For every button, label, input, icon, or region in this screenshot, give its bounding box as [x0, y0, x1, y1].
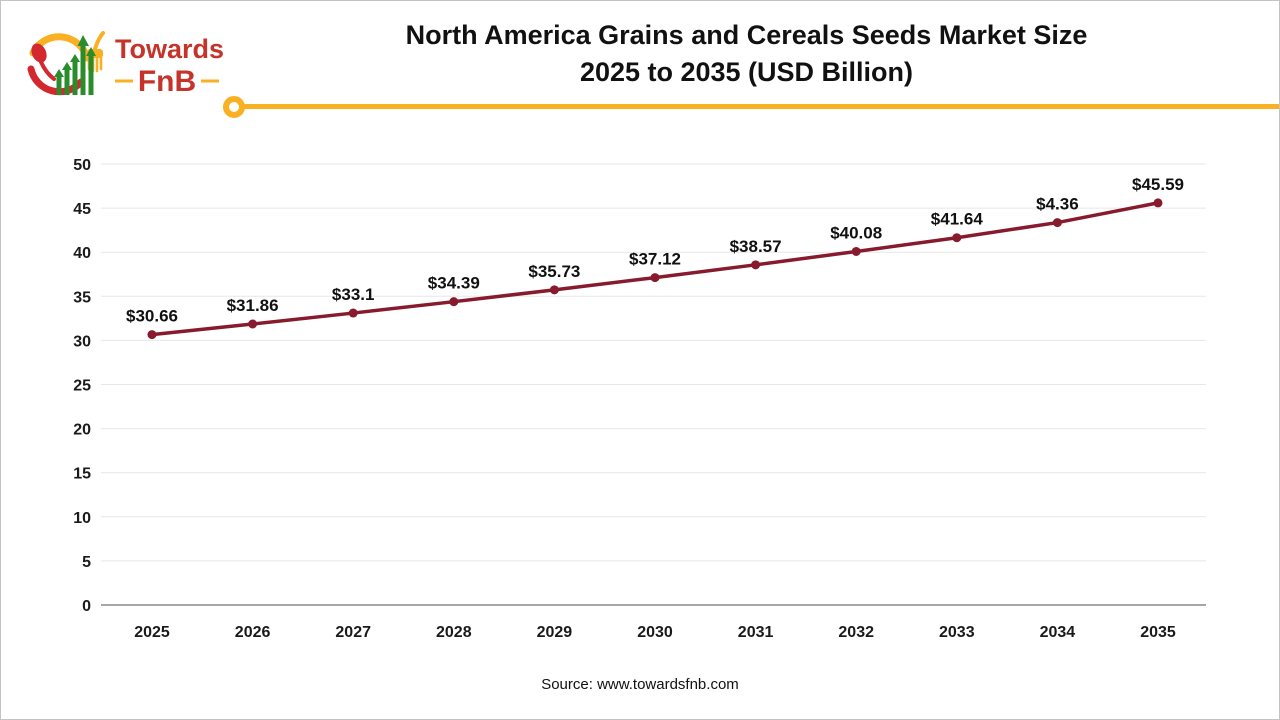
x-tick-label: 2026	[235, 624, 271, 641]
y-tick-label: 50	[73, 157, 91, 174]
data-point-marker	[851, 246, 861, 256]
chart-title: North America Grains and Cereals Seeds M…	[226, 17, 1267, 91]
data-point-label: $41.64	[931, 210, 984, 229]
y-tick-label: 35	[73, 289, 91, 306]
divider-line	[243, 104, 1279, 109]
x-tick-label: 2035	[1140, 624, 1176, 641]
data-point-marker	[1052, 218, 1062, 228]
data-point-label: $30.66	[126, 307, 178, 326]
x-tick-label: 2027	[335, 624, 371, 641]
y-tick-label: 15	[73, 466, 91, 483]
y-tick-label: 5	[82, 554, 91, 571]
x-tick-label: 2029	[537, 624, 573, 641]
logo-brand-bottom: FnB	[138, 65, 196, 98]
x-tick-label: 2025	[134, 624, 170, 641]
data-point-marker	[147, 330, 157, 340]
x-tick-label: 2032	[838, 624, 874, 641]
market-size-series-line	[151, 201, 1159, 337]
x-tick-label: 2031	[738, 624, 774, 641]
y-tick-label: 10	[73, 510, 91, 527]
chart-title-line1: North America Grains and Cereals Seeds M…	[405, 20, 1088, 50]
data-point-marker	[449, 297, 459, 307]
y-tick-label: 25	[73, 378, 91, 395]
source-text: Source: www.towardsfnb.com	[541, 676, 739, 693]
data-point-marker	[650, 273, 660, 283]
y-tick-label: 40	[73, 245, 91, 262]
y-tick-label: 30	[73, 333, 91, 350]
data-point-label: $31.86	[227, 296, 279, 315]
data-point-marker	[248, 319, 258, 329]
data-point-marker	[952, 233, 962, 243]
data-point-marker	[549, 285, 559, 295]
data-point-label: $38.57	[730, 237, 782, 256]
data-point-label: $37.12	[629, 250, 681, 269]
data-point-label: $34.39	[428, 274, 480, 293]
data-point-label: $35.73	[528, 262, 580, 281]
logo-brand-top: Towards	[115, 34, 224, 64]
data-point-marker	[751, 260, 761, 270]
data-point-marker	[1153, 198, 1163, 208]
x-tick-label: 2028	[436, 624, 472, 641]
food-growth-chart-icon	[27, 31, 105, 96]
x-tick-label: 2033	[939, 624, 975, 641]
x-tick-label: 2034	[1040, 624, 1076, 641]
y-tick-label: 0	[82, 598, 91, 615]
y-tick-label: 45	[73, 201, 91, 218]
data-point-label: $33.1	[332, 285, 375, 304]
data-point-label: $45.59	[1132, 175, 1184, 194]
divider-ring-icon	[223, 96, 245, 118]
x-tick-label: 2030	[637, 624, 673, 641]
data-point-label: $4.36	[1036, 195, 1079, 214]
y-tick-label: 20	[73, 422, 91, 439]
data-point-marker	[348, 308, 358, 318]
towardsfnb-logo: Towards FnB	[27, 31, 224, 98]
chart-title-line2: 2025 to 2035 (USD Billion)	[579, 57, 914, 87]
data-point-label: $40.08	[830, 223, 882, 242]
